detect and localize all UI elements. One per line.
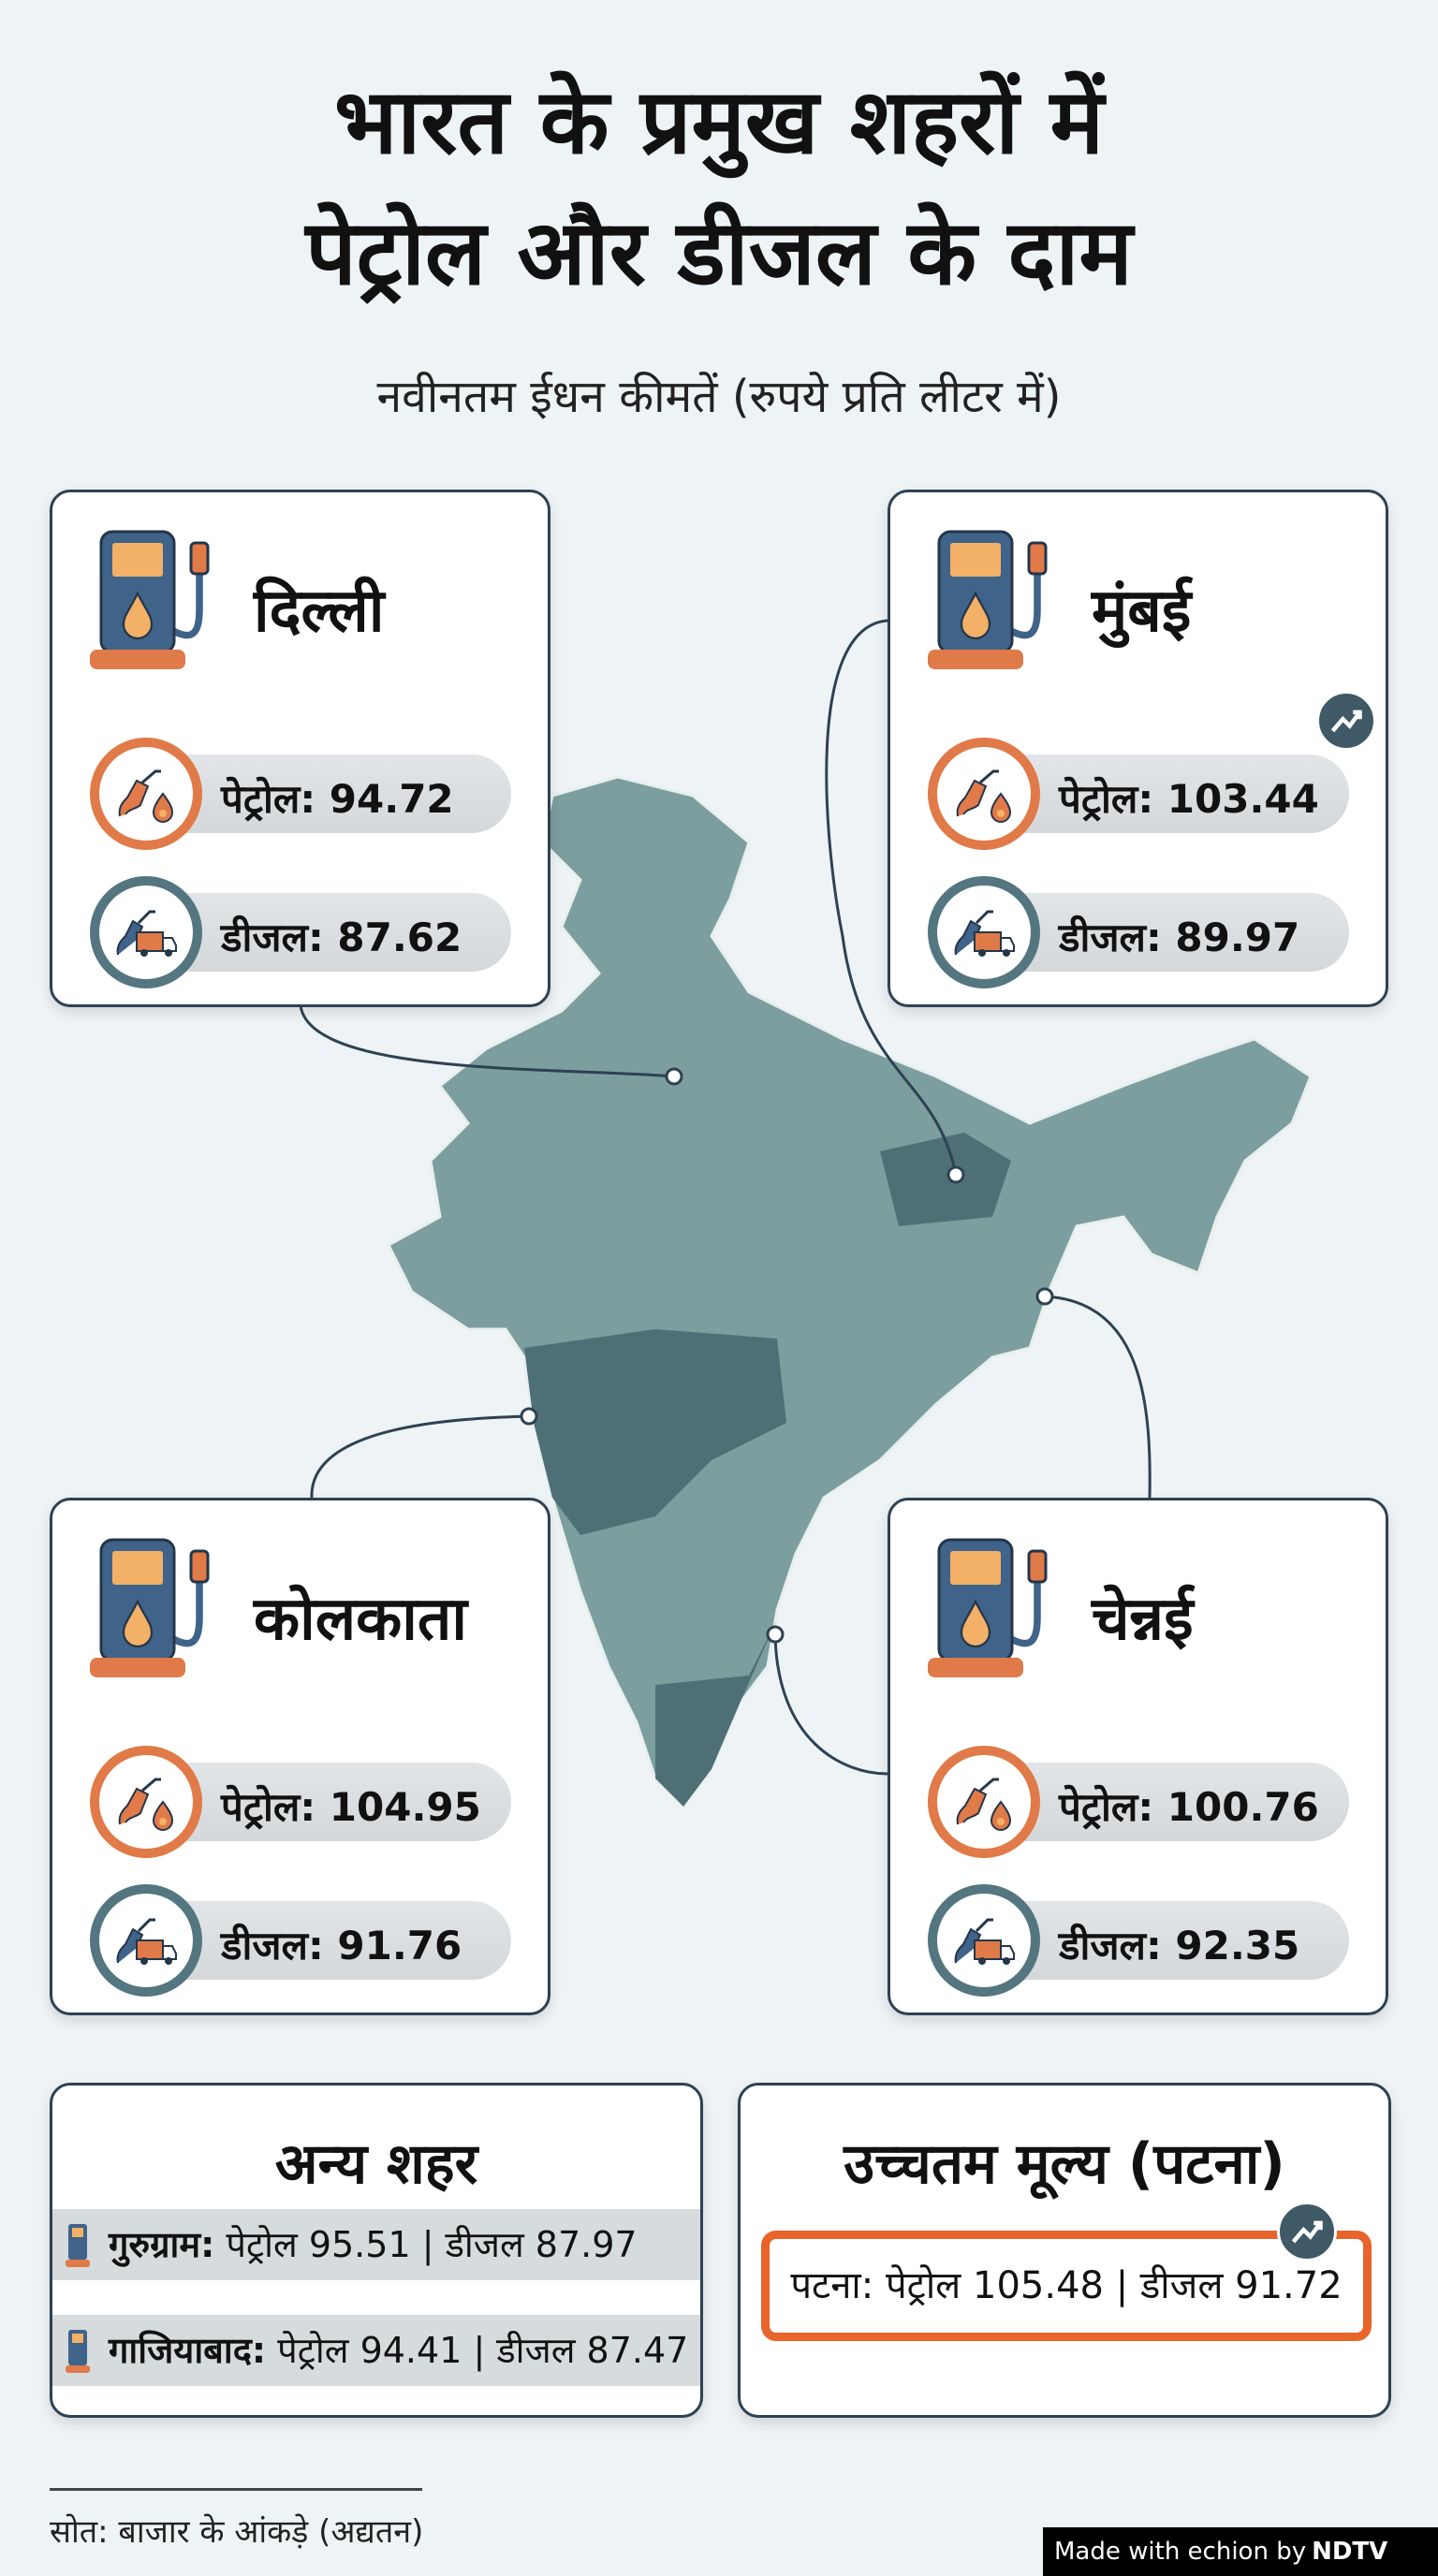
other-cities-heading: अन्य शहर [274,2131,478,2197]
fuel-pump-icon [66,2330,90,2373]
connector-chennai-a [1044,1295,1152,1499]
petrol-price-pill: पेट्रोल: 100.76 [984,1763,1349,1841]
connector-kolkata [310,1414,530,1499]
city-name: कोलकाता [254,1585,467,1654]
highest-price-panel: उच्चतम मूल्य (पटना) पटना: पेट्रोल 105.48… [738,2083,1391,2418]
source-note: सोत: बाजार के आंकड़े (अद्यतन) [50,2513,424,2551]
city-card-3: चेन्नई पेट्रोल: 100.76 डीजल: 92.35 [888,1498,1388,2015]
petrol-nozzle-flame-icon [956,769,1012,823]
diesel-truck-icon [116,910,177,957]
diesel-truck-icon [116,1918,177,1965]
diesel-price: डीजल: 91.76 [221,1923,462,1969]
other-city-row: गाजियाबाद: पेट्रोल 94.41 | डीजल 87.47 [52,2315,700,2386]
diesel-price: डीजल: 92.35 [1059,1923,1300,1969]
petrol-price-pill: पेट्रोल: 103.44 [984,754,1349,833]
city-card-0: दिल्ली पेट्रोल: 94.72 डीजल: 87.62 [50,490,550,1007]
diesel-badge [928,1884,1040,1997]
petrol-row: पेट्रोल: 103.44 [928,738,1349,850]
ndtv-logo: NDTV [1312,2538,1388,2566]
diesel-truck-icon [954,1918,1015,1965]
diesel-row: डीजल: 87.62 [90,876,511,988]
petrol-nozzle-flame-icon [118,1778,174,1831]
diesel-badge [90,876,202,988]
connector-chennai-b [773,1633,888,1776]
connector-mumbai [825,619,958,1176]
other-city-row: गुरुग्राम: पेट्रोल 95.51 | डीजल 87.97 [52,2209,700,2280]
petrol-row: पेट्रोल: 100.76 [928,1746,1349,1858]
other-cities-panel: अन्य शहर गुरुग्राम: पेट्रोल 95.51 | डीजल… [50,2083,703,2418]
diesel-price-pill: डीजल: 87.62 [146,893,511,972]
title-line-2: पेट्रोल और डीजल के दाम [305,200,1133,305]
petrol-price: पेट्रोल: 94.72 [221,776,454,822]
petrol-badge [90,1746,202,1858]
connector-delhi [299,1004,675,1078]
dot-delhi [665,1067,683,1086]
petrol-nozzle-flame-icon [118,769,174,823]
other-city-prices: पेट्रोल 95.51 | डीजल 87.97 [214,2224,638,2265]
tamilnadu-region [655,1619,777,1807]
diesel-price: डीजल: 87.62 [221,915,462,960]
petrol-badge [928,738,1040,850]
subtitle: नवीनतम ईधन कीमतें (रुपये प्रति लीटर में) [376,371,1062,423]
petrol-price-pill: पेट्रोल: 94.72 [146,754,511,833]
footer-divider [50,2488,422,2491]
diesel-row: डीजल: 91.76 [90,1884,511,1997]
diesel-row: डीजल: 89.97 [928,876,1349,988]
petrol-badge [90,738,202,850]
dot-chennai [1035,1287,1054,1306]
diesel-price: डीजल: 89.97 [1059,915,1300,960]
dot-kolkata [520,1407,538,1426]
city-card-2: कोलकाता पेट्रोल: 104.95 डीजल: 91.76 [50,1498,550,2015]
credit-badge[interactable]: Made with echion by NDTV [1043,2527,1438,2576]
diesel-price-pill: डीजल: 91.76 [146,1901,511,1980]
petrol-price: पेट्रोल: 104.95 [221,1784,481,1830]
petrol-row: पेट्रोल: 94.72 [90,738,511,850]
city-name: मुंबई [1092,577,1192,646]
india-outline [387,775,1313,1809]
diesel-price-pill: डीजल: 89.97 [984,893,1349,972]
maharashtra-region [524,1329,786,1535]
diesel-badge [928,876,1040,988]
fuel-pump-icon [928,530,1048,669]
credit-text: Made with echion by [1054,2538,1307,2566]
city-card-1: मुंबई पेट्रोल: 103.44 डीजल: 89.97 [888,490,1388,1007]
diesel-badge [90,1884,202,1997]
fuel-pump-icon [928,1538,1048,1677]
fuel-pump-icon [90,530,210,669]
trend-up-icon [1316,691,1376,751]
dot-south [766,1625,785,1644]
petrol-price: पेट्रोल: 103.44 [1059,776,1319,822]
dot-mumbai [946,1165,965,1184]
petrol-row: पेट्रोल: 104.95 [90,1746,511,1858]
highest-price-highlight: पटना: पेट्रोल 105.48 | डीजल 91.72 [761,2231,1372,2341]
other-city-prices: पेट्रोल 94.41 | डीजल 87.47 [266,2330,689,2371]
petrol-price-pill: पेट्रोल: 104.95 [146,1763,511,1841]
diesel-price-pill: डीजल: 92.35 [984,1901,1349,1980]
other-city-name: गाजियाबाद: [109,2330,267,2371]
trend-up-icon [1277,2202,1337,2261]
petrol-badge [928,1746,1040,1858]
diesel-row: डीजल: 92.35 [928,1884,1349,1997]
diesel-truck-icon [954,910,1015,957]
highest-price-heading: उच्चतम मूल्य (पटना) [844,2131,1285,2197]
other-city-name: गुरुग्राम: [109,2224,215,2265]
city-name: चेन्नई [1092,1585,1194,1654]
bihar-region [880,1133,1011,1226]
petrol-nozzle-flame-icon [956,1778,1012,1831]
title-line-1: भारत के प्रमुख शहरों में [333,69,1105,174]
fuel-pump-icon [66,2224,90,2267]
fuel-pump-icon [90,1538,210,1677]
petrol-price: पेट्रोल: 100.76 [1059,1784,1319,1830]
city-name: दिल्ली [254,577,385,646]
